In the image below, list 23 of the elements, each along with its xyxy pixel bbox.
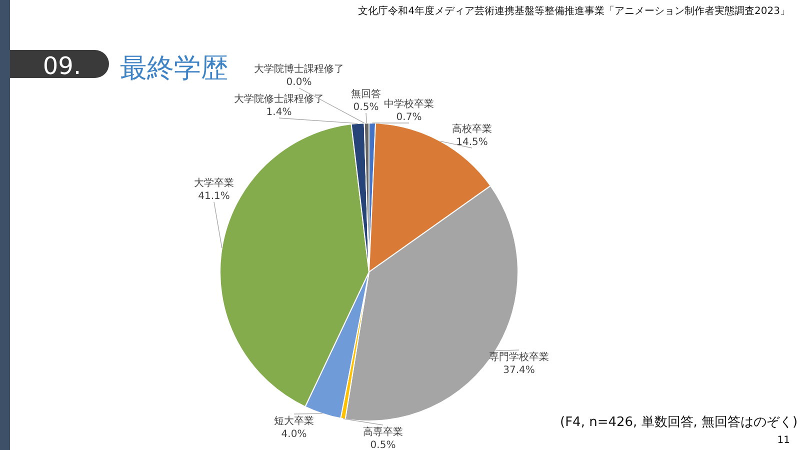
data-label: 37.4% xyxy=(503,365,535,376)
text: 11 xyxy=(777,435,790,446)
slice-label: 大学院修士課程修了 xyxy=(234,93,324,105)
data-label: 1.4% xyxy=(266,107,292,118)
category-label: 大学院博士課程修了 xyxy=(254,64,344,75)
slice-label: 専門学校卒業 xyxy=(489,351,549,363)
data-label: 0.5% xyxy=(353,102,379,113)
text: 0.0% xyxy=(286,77,312,88)
text: 09. xyxy=(42,52,82,80)
slice-label: 無回答 xyxy=(351,88,381,100)
data-label: 0.5% xyxy=(370,440,396,450)
slice-label: 中学校卒業 xyxy=(384,98,434,110)
slice-label: 大学卒業 xyxy=(194,177,234,189)
text: (F4, n=426, 単数回答, 無回答はのぞく) xyxy=(560,415,798,430)
data-label: 14.5% xyxy=(456,137,488,148)
data-label: 4.0% xyxy=(281,429,307,440)
data-label: 0.7% xyxy=(396,112,422,123)
text: 文化庁令和4年度メディア芸術連携基盤等整備推進事業「アニメーション制作者実態調査2023」 xyxy=(358,5,790,17)
data-label: 41.1% xyxy=(198,191,230,202)
slice-label: 短大卒業 xyxy=(274,415,314,427)
slice-label: 高専卒業 xyxy=(363,426,403,438)
slice-label: 高校卒業 xyxy=(452,123,492,135)
chart-title: 最終学歴 xyxy=(120,53,228,84)
